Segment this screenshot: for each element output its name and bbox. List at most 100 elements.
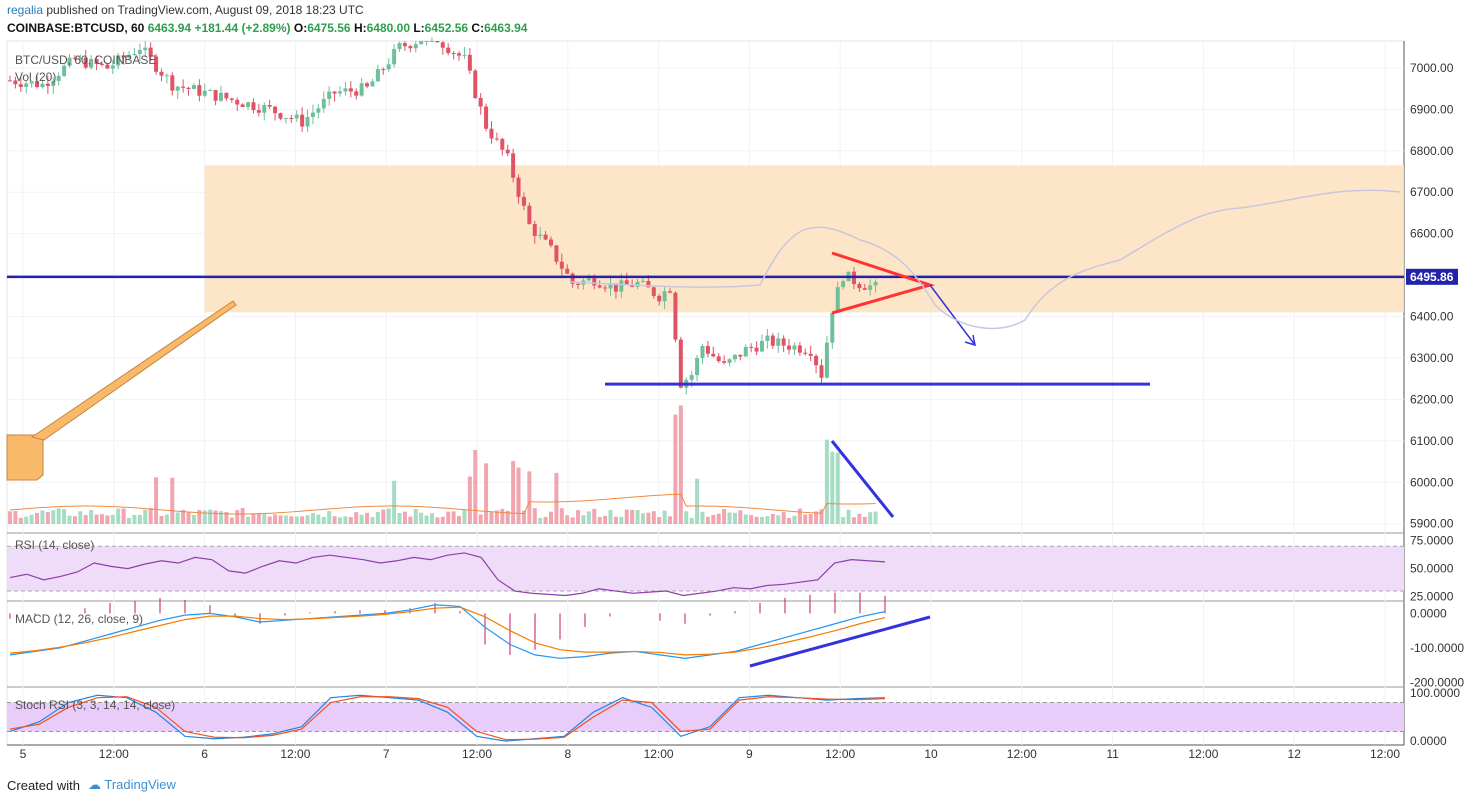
candle-body (8, 80, 12, 82)
volume-bar (170, 477, 175, 524)
candle (435, 41, 440, 43)
projection-ghost-path (569, 189, 1401, 330)
candle-body (89, 59, 94, 68)
volume-bar (251, 513, 256, 524)
volume-bar (72, 516, 77, 524)
candle-body (819, 365, 824, 378)
volume-bar (408, 516, 413, 524)
price-tick-label: 7000.00 (1410, 61, 1454, 75)
volume-bar (489, 512, 494, 524)
volume-bar (175, 512, 180, 524)
volume-bar (24, 516, 29, 524)
candle-body (705, 345, 710, 354)
volume-bar (722, 508, 727, 524)
candle (83, 49, 88, 70)
tradingview-logo[interactable]: ☁ TradingView (87, 777, 176, 792)
candle-body (765, 335, 770, 341)
candle (310, 104, 315, 125)
candle (565, 264, 570, 275)
candle (51, 77, 56, 94)
volume-bar (446, 511, 451, 524)
volume-bar (332, 516, 337, 524)
candle (294, 110, 299, 122)
candle-body (527, 205, 532, 225)
candle-body (635, 281, 640, 287)
candle (776, 332, 781, 353)
volume-bar (792, 515, 797, 524)
volume-bar (181, 509, 186, 524)
volume-bar (668, 516, 673, 524)
candle (89, 55, 94, 70)
candle (457, 51, 462, 61)
candle-body (45, 83, 50, 86)
x-tick-label: 12:00 (462, 747, 492, 761)
volume-bar (532, 508, 537, 524)
candle (684, 377, 689, 395)
candle (873, 279, 878, 293)
candle (338, 86, 343, 97)
candle-body (229, 98, 234, 100)
candle (597, 280, 602, 289)
candle (78, 54, 83, 62)
tradingview-brand[interactable]: TradingView (104, 777, 176, 792)
candle-body (78, 57, 83, 60)
candle (40, 79, 45, 89)
candle (489, 121, 494, 144)
volume-bar (127, 517, 132, 524)
candle (559, 253, 564, 276)
candle-body (505, 149, 510, 154)
x-tick-label: 12:00 (644, 747, 674, 761)
candle (570, 272, 575, 288)
candle (365, 81, 370, 89)
volume-bar (787, 517, 792, 524)
candle-body (451, 53, 456, 55)
volume-bar (549, 511, 553, 524)
candle-body (532, 224, 537, 237)
volume-bar (83, 515, 88, 524)
candle (289, 114, 294, 123)
candle (554, 244, 559, 265)
publisher-link[interactable]: regalia (7, 3, 44, 17)
volume-bar (99, 514, 104, 524)
resistance-zone (204, 165, 1405, 313)
volume-bar (738, 510, 743, 524)
candle-body (148, 47, 153, 57)
x-tick-label: 12:00 (1370, 747, 1400, 761)
volume-bar (727, 512, 732, 524)
candle (413, 41, 418, 53)
candle-body (673, 292, 678, 340)
candle (164, 73, 169, 84)
x-tick-label: 12:00 (280, 747, 310, 761)
candle-body (386, 64, 391, 70)
candle-body (202, 90, 207, 96)
candle (440, 41, 445, 55)
volume-bar (392, 480, 397, 524)
candle-body (797, 345, 802, 353)
candle-body (565, 268, 570, 274)
candle-body (711, 353, 716, 357)
candle (857, 281, 862, 293)
volume-bar (684, 511, 689, 524)
volume-bar (581, 515, 586, 524)
last-price: 6463.94 (147, 21, 192, 35)
candle-body (159, 71, 164, 76)
candle-body (489, 128, 494, 139)
candle (424, 41, 429, 46)
candle-body (154, 56, 159, 72)
candle (121, 51, 126, 65)
volume-bar (716, 513, 721, 524)
candle-body (732, 354, 737, 360)
candle-body (646, 280, 651, 288)
volume-bar (700, 511, 705, 524)
candle-body (787, 345, 792, 350)
candle (613, 283, 618, 299)
volume-bar (229, 517, 234, 524)
volume-bar (67, 515, 72, 524)
candle (154, 53, 159, 75)
candle-body (218, 92, 223, 101)
x-tick-label: 5 (20, 747, 27, 761)
low-value: 6452.56 (424, 21, 469, 35)
volume-bar (429, 513, 434, 524)
volume-bar (597, 517, 602, 524)
